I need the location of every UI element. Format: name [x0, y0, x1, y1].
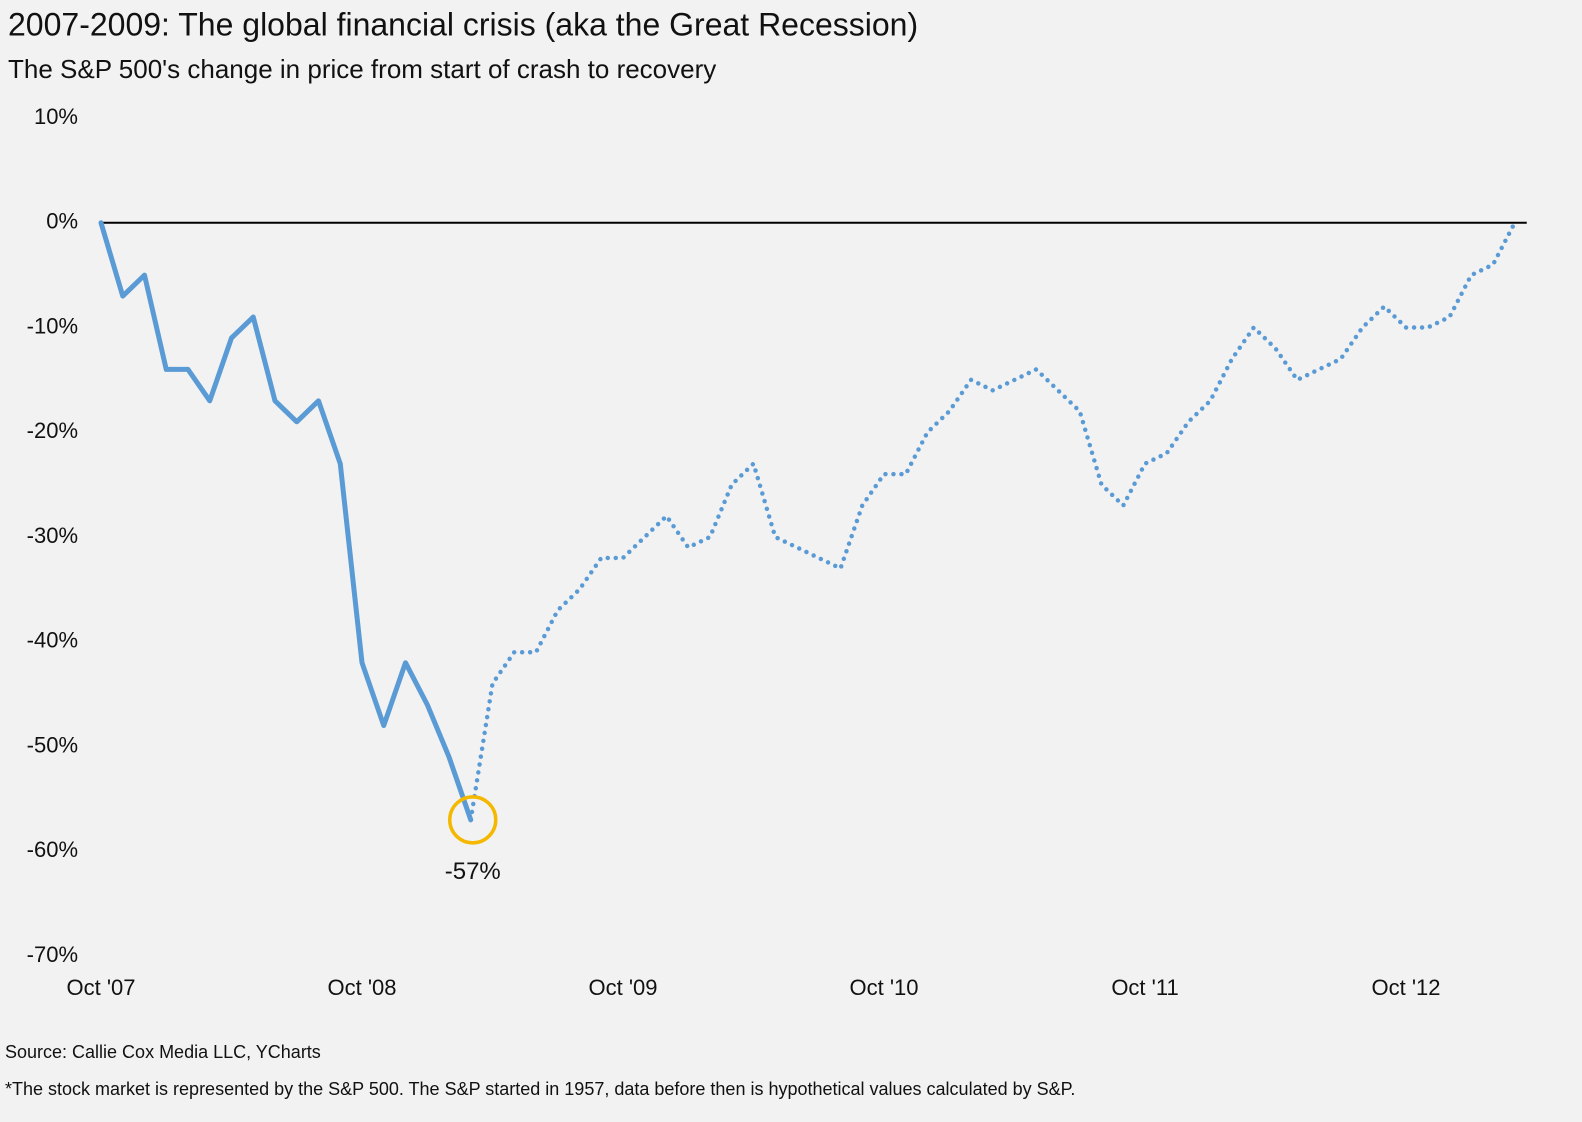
x-tick-label: Oct '12 [1371, 975, 1440, 1000]
line-series [468, 220, 1517, 823]
annotation-label: -57% [445, 858, 501, 885]
annotation-circle [448, 795, 498, 845]
x-tick-label: Oct '07 [66, 975, 135, 1000]
y-tick-label: -70% [27, 942, 78, 967]
x-tick-label: Oct '10 [849, 975, 918, 1000]
y-tick-label: 10% [34, 104, 78, 129]
chart-title: 2007-2009: The global financial crisis (… [8, 6, 918, 42]
y-tick-label: 0% [46, 209, 78, 234]
source: Source: Callie Cox Media LLC, YCharts [5, 1042, 321, 1062]
chart-subtitle: The S&P 500's change in price from start… [8, 54, 716, 84]
x-tick-label: Oct '11 [1111, 975, 1178, 1000]
y-tick-label: -30% [27, 523, 78, 548]
x-tick-label: Oct '08 [327, 975, 396, 1000]
y-tick-label: -60% [27, 837, 78, 862]
footnote: *The stock market is represented by the … [5, 1079, 1075, 1099]
y-tick-label: -10% [27, 313, 78, 338]
y-tick-label: -40% [27, 628, 78, 653]
x-tick-label: Oct '09 [588, 975, 657, 1000]
line-series [98, 220, 474, 823]
y-tick-label: -20% [27, 418, 78, 443]
y-tick-label: -50% [27, 732, 78, 757]
